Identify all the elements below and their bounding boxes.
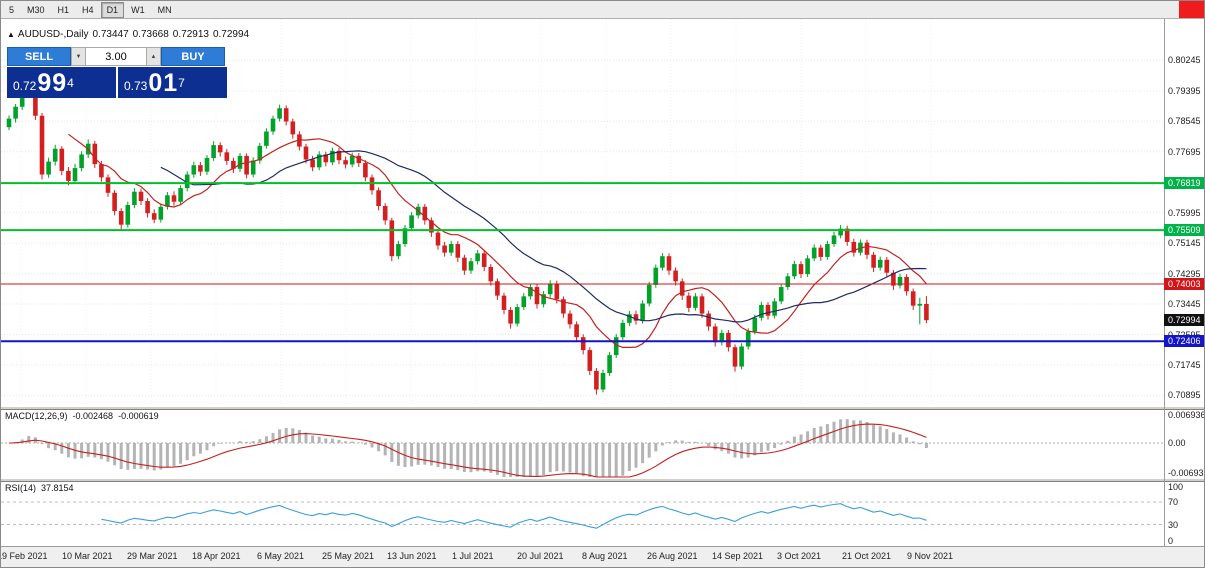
rsi-axis-label: 0 <box>1168 536 1174 546</box>
macd-header: MACD(12,26,9) -0.002468 -0.000619 <box>5 411 164 421</box>
price-axis-label: 0.72595 <box>1168 330 1201 340</box>
macd-axis-label: 0.006936 <box>1168 410 1205 420</box>
price-tag-0.75509: 0.75509 <box>1164 224 1204 237</box>
ohlc-low: 0.72913 <box>172 29 209 40</box>
time-axis-label: 29 Mar 2021 <box>127 551 178 561</box>
rsi-axis-label: 70 <box>1168 496 1179 507</box>
price-axis-label: 0.74295 <box>1168 268 1201 279</box>
timeframe-toolbar: 5 M30 H1 H4 D1 W1 MN <box>1 1 1204 19</box>
price-axis-label: 0.75145 <box>1168 238 1201 249</box>
price-axis-label: 0.75995 <box>1168 207 1201 218</box>
rsi-axis-label: 30 <box>1168 519 1179 530</box>
macd-pane[interactable]: MACD(12,26,9) -0.002468 -0.000619 <box>1 410 1204 478</box>
time-axis-label: 18 Apr 2021 <box>192 551 241 561</box>
time-axis-label: 25 May 2021 <box>322 551 375 561</box>
time-axis-label: 14 Sep 2021 <box>712 551 764 561</box>
volume-decrease-button[interactable]: ▼ <box>71 47 86 66</box>
volume-increase-button[interactable]: ▲ <box>146 47 161 66</box>
chart-header: ▲ AUDUSD-,Daily 0.73447 0.73668 0.72913 0.729… <box>7 29 253 40</box>
time-axis-label: 13 Jun 2021 <box>387 551 437 561</box>
macd-value-main: -0.002468 <box>72 411 114 421</box>
time-axis-label: 3 Oct 2021 <box>777 551 822 561</box>
ohlc-close: 0.72994 <box>212 29 250 40</box>
time-axis-label: 1 Jul 2021 <box>452 551 494 561</box>
price-axis-label: 0.71745 <box>1168 359 1201 370</box>
ohlc-open: 0.73447 <box>92 29 129 40</box>
macd-canvas[interactable] <box>1 410 1164 478</box>
macd-title: MACD(12,26,9) <box>5 411 68 421</box>
candles <box>6 68 929 395</box>
macd-axis-label: 0.00 <box>1168 438 1186 448</box>
price-axis-label: 0.73445 <box>1168 299 1201 310</box>
pane-splitter-rsi[interactable] <box>1 478 1204 482</box>
buy-quote-big: 01 <box>148 69 179 97</box>
price-axis-label: 0.70895 <box>1168 390 1201 401</box>
time-axis-label: 20 Jul 2021 <box>517 551 564 561</box>
volume-input[interactable] <box>86 47 146 66</box>
timeframe-button-group: 5 M30 H1 H4 D1 W1 MN <box>3 1 179 18</box>
spinner-down-icon: ▼ <box>75 53 82 60</box>
macd-value-signal: -0.000619 <box>118 411 159 421</box>
price-axis-label: 0.78545 <box>1168 116 1201 127</box>
one-click-trading-panel: SELL ▼ ▲ BUY 0.72 99 4 0.73 01 7 <box>7 47 227 98</box>
price-tag-0.72406: 0.72406 <box>1164 335 1204 348</box>
time-axis-label: 10 Mar 2021 <box>62 551 113 561</box>
time-axis-label: 21 Oct 2021 <box>842 551 892 561</box>
spinner-up-icon: ▲ <box>150 53 157 60</box>
close-button[interactable] <box>1179 1 1204 18</box>
time-axis-label: 6 May 2021 <box>257 551 305 561</box>
time-scale[interactable]: 19 Feb 2021 10 Mar 2021 29 Mar 2021 18 Apr … <box>0 546 1204 567</box>
buy-button[interactable]: BUY <box>161 47 225 66</box>
timeframe-button-W1[interactable]: W1 <box>131 4 145 15</box>
sell-quote-big: 99 <box>37 69 68 97</box>
rsi-value: 37.8154 <box>41 483 74 493</box>
timeframe-button-D1[interactable]: D1 <box>100 1 125 18</box>
pane-splitter-macd[interactable] <box>1 406 1204 410</box>
sell-quote-prefix: 0.72 <box>13 79 37 93</box>
time-axis-label: 8 Aug 2021 <box>582 551 628 561</box>
price-chart-canvas[interactable] <box>1 19 1164 406</box>
time-axis-label: 9 Nov 2021 <box>907 551 954 561</box>
timeframe-button-M30[interactable]: M30 <box>27 4 45 15</box>
rsi-header: RSI(14) 37.8154 <box>5 483 79 493</box>
timeframe-button-H1[interactable]: H1 <box>57 4 70 15</box>
timeframe-button-MN[interactable]: MN <box>157 4 172 15</box>
price-tag-0.76819: 0.76819 <box>1164 177 1204 190</box>
price-axis-label: 0.80245 <box>1168 55 1201 66</box>
rsi-axis-label: 100 <box>1168 482 1184 492</box>
symbol-marker-icon: ▲ <box>7 30 15 39</box>
timeframe-button-H4[interactable]: H4 <box>82 4 94 15</box>
buy-quote[interactable]: 0.73 01 7 <box>118 67 227 98</box>
price-axis-label: 0.79395 <box>1168 85 1201 96</box>
rsi-pane[interactable]: RSI(14) 37.8154 <box>1 482 1204 546</box>
time-axis-label: 26 Aug 2021 <box>647 551 698 561</box>
sell-quote[interactable]: 0.72 99 4 <box>7 67 116 98</box>
price-tag-0.74003: 0.74003 <box>1164 278 1204 291</box>
timeframe-button-5[interactable]: 5 <box>9 4 15 15</box>
buy-quote-pip: 7 <box>178 76 185 90</box>
buy-quote-prefix: 0.73 <box>124 79 148 93</box>
price-pane[interactable]: ▲ AUDUSD-,Daily 0.73447 0.73668 0.72913 0.729… <box>1 19 1204 406</box>
time-axis-label: 19 Feb 2021 <box>0 551 48 561</box>
price-tag-0.72994: 0.72994 <box>1164 314 1204 327</box>
sell-button[interactable]: SELL <box>7 47 71 66</box>
ohlc-high: 0.73668 <box>132 29 169 40</box>
price-axis-label: 0.77695 <box>1168 146 1201 157</box>
rsi-title: RSI(14) <box>5 483 37 493</box>
rsi-canvas[interactable] <box>1 482 1164 546</box>
chart-symbol-label: AUDUSD-,Daily <box>17 29 89 40</box>
sell-quote-pip: 4 <box>67 76 74 90</box>
macd-axis-label: -0.006936 <box>1168 468 1205 478</box>
